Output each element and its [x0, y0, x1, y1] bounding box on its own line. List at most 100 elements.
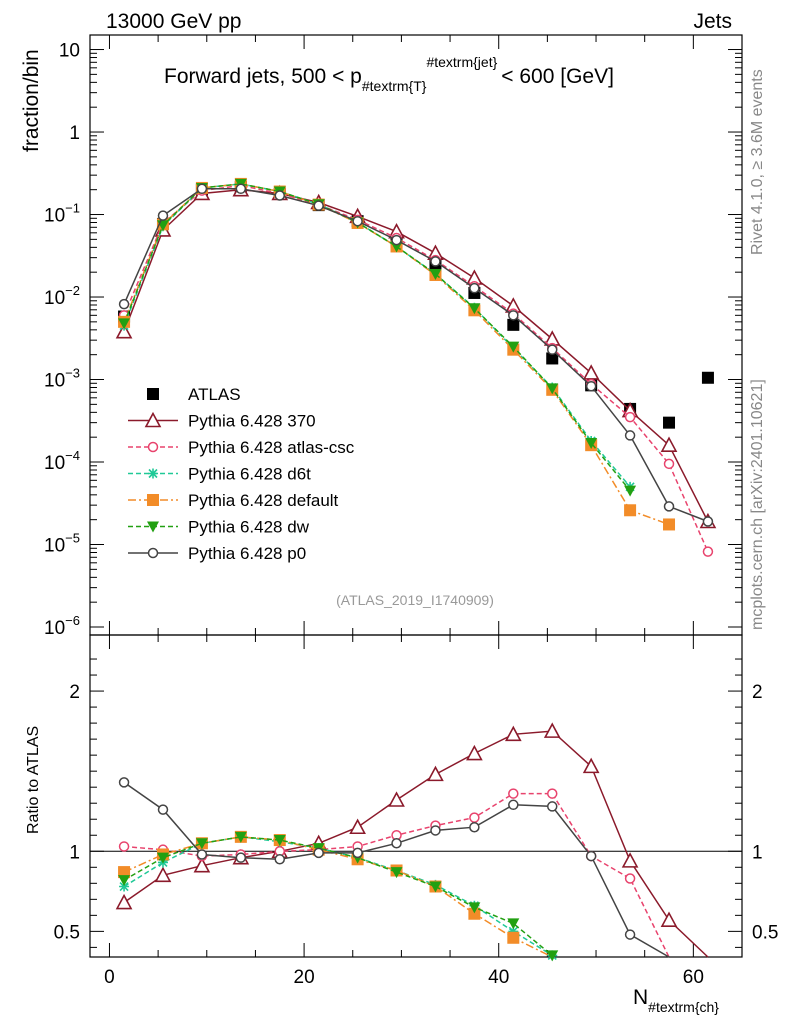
main-series-line: [123, 188, 709, 522]
main-series-line: [123, 188, 709, 523]
ratio-data-point: [313, 847, 324, 859]
legend-label: Pythia 6.428 default: [188, 491, 339, 510]
main-data-point: [660, 436, 678, 452]
main-data-point: [274, 190, 286, 201]
main-y-tick-label: 10: [59, 41, 80, 62]
legend-label: Pythia 6.428 atlas-csc: [188, 438, 355, 457]
tick-base: 1: [69, 123, 80, 144]
tick-exp: −4: [65, 448, 80, 463]
main-y-tick-label: 10−6: [44, 613, 80, 639]
main-data-point: [624, 430, 636, 441]
legend-entry: Pythia 6.428 atlas-csc: [128, 438, 355, 457]
ratio-series-5: [118, 777, 670, 958]
ratio-y-tick-label: 2: [69, 682, 80, 703]
tick-exp: −3: [65, 366, 80, 381]
ratio-data-point: [115, 893, 133, 910]
ratio-data-point: [624, 929, 636, 940]
main-y-tick-label: 10−2: [44, 283, 80, 309]
main-data-point: [624, 504, 637, 517]
x-axis-label-main: N: [633, 986, 648, 1009]
ratio-data-point: [118, 777, 130, 788]
legend-label: Pythia 6.428 d6t: [188, 465, 311, 484]
ratio-series-0: [115, 722, 709, 958]
mcplots-label: mcplots.cern.ch [arXiv:2401.10621]: [749, 379, 766, 630]
ratio-data-point: [582, 757, 600, 774]
x-axis-ticks: 0 20 40 60: [104, 35, 704, 988]
legend-label: Pythia 6.428 370: [188, 412, 316, 431]
ratio-data-point: [154, 866, 172, 883]
ratio-data-point: [391, 838, 402, 849]
tick-base: 10: [44, 288, 65, 309]
main-data-point: [507, 318, 520, 331]
legend-entry: Pythia 6.428 dw: [128, 518, 310, 537]
ratio-data-point: [508, 799, 519, 811]
x-tick-label: 40: [488, 967, 509, 988]
ratio-data-point: [469, 812, 480, 823]
legend-marker: [148, 468, 158, 479]
ratio-data-point: [546, 950, 559, 962]
tick-exp: −2: [65, 283, 80, 298]
legend-entry: Pythia 6.428 d6t: [128, 465, 311, 484]
ratio-data-point: [235, 852, 247, 863]
title-sup: #textrm{jet}: [426, 54, 497, 70]
ratio-y-tick-label: 0.5: [54, 922, 80, 943]
ratio-data-point: [430, 825, 441, 836]
legend-entry: Pythia 6.428 default: [128, 491, 339, 510]
ratio-data-point: [118, 866, 131, 879]
ratio-panel-frame: [89, 634, 743, 958]
x-tick-label: 60: [683, 967, 704, 988]
ratio-y-tick-label-right: 2: [752, 682, 763, 703]
ratio-data-point: [390, 867, 403, 879]
tick-exp: −5: [65, 531, 80, 546]
tick-base: 10: [59, 41, 80, 62]
legend-label: Pythia 6.428 dw: [188, 518, 310, 537]
plot-title: Forward jets, 500 < p#textrm{T} #textrm{j…: [164, 54, 614, 94]
main-data-point: [469, 282, 480, 294]
main-data-point: [585, 380, 597, 392]
tick-base: 10: [44, 371, 65, 392]
tick-base: 10: [44, 536, 65, 557]
main-data-point: [624, 485, 637, 497]
main-y-tick-label: 10−4: [44, 448, 80, 474]
ratio-data-point: [504, 725, 522, 742]
tick-base: 10: [44, 453, 65, 474]
legend-label: ATLAS: [188, 385, 241, 404]
main-data-point: [663, 518, 676, 531]
ratio-y-tick-label-right: 1: [752, 842, 763, 863]
main-data-point: [429, 269, 442, 281]
ratio-axis-ticks: 0.5 0.5 1 1 2 2: [54, 658, 778, 948]
ratio-data-point: [543, 722, 561, 738]
main-data-point: [391, 234, 402, 246]
main-data-point: [508, 310, 519, 321]
legend: ATLAS Pythia 6.428 370 Pythia 6.428 atlas-…: [128, 385, 355, 563]
ratio-ylabel: Ratio to ATLAS: [25, 726, 42, 834]
x-tick-label: 0: [104, 967, 115, 988]
main-y-tick-label: 10−1: [44, 201, 80, 227]
header-left: 13000 GeV pp: [106, 10, 241, 33]
title-end: < 600 [GeV]: [501, 65, 614, 88]
ratio-data-point: [196, 849, 208, 860]
legend-marker: [147, 494, 159, 506]
legend-entry: ATLAS: [147, 385, 241, 404]
main-data-point: [196, 183, 208, 195]
ratio-data-point: [466, 744, 483, 761]
legend-entry: Pythia 6.428 p0: [128, 544, 306, 563]
title-sub: #textrm{T}: [362, 78, 427, 94]
main-data-point: [235, 183, 247, 195]
analysis-id: (ATLAS_2019_I1740909): [336, 592, 494, 608]
main-data-point: [546, 344, 558, 355]
ratio-data-point: [157, 804, 169, 815]
ratio-data-point: [273, 835, 286, 847]
ratio-data-point: [429, 881, 442, 893]
ratio-data-point: [156, 852, 169, 864]
ratio-data-point: [427, 765, 444, 782]
legend-marker: [147, 547, 159, 559]
ratio-data-point: [118, 875, 131, 887]
legend-marker: [144, 411, 162, 428]
main-y-tick-label: 10−5: [44, 531, 80, 557]
main-ylabel: fraction/bin: [20, 49, 43, 152]
ratio-series-line: [123, 836, 553, 956]
x-axis-label-sub: #textrm{ch}: [648, 999, 719, 1015]
tick-exp: −6: [65, 613, 80, 628]
